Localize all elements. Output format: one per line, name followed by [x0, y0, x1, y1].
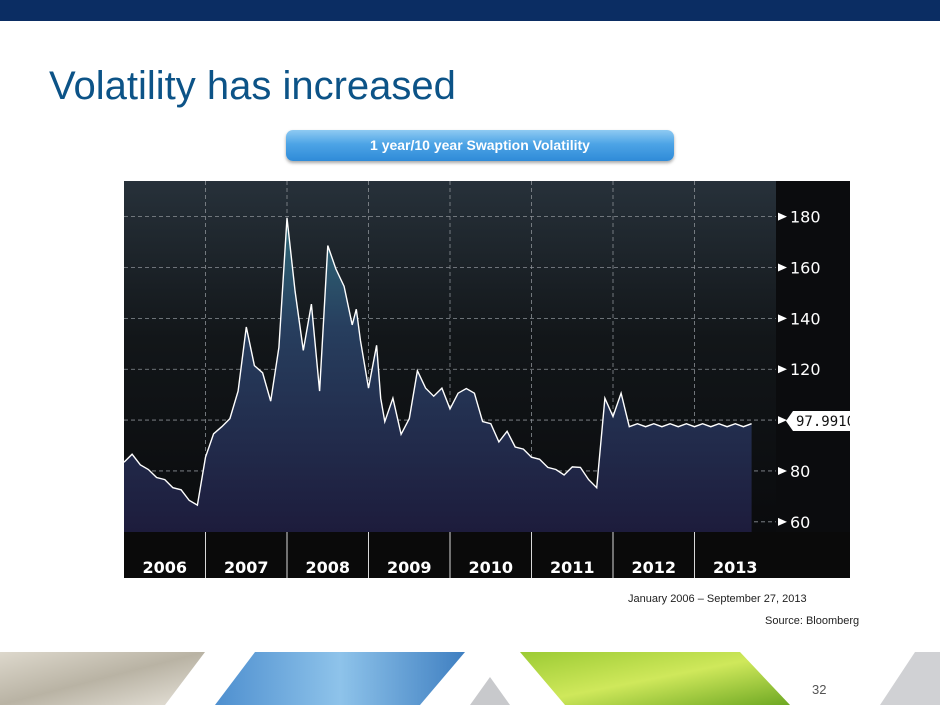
- y-tick-marker: [778, 365, 787, 374]
- y-tick-label: 140: [790, 309, 821, 328]
- gray-wedge: [880, 652, 940, 705]
- y-tick-marker: [778, 314, 787, 323]
- y-tick-label: 120: [790, 360, 821, 379]
- volatility-area: [124, 218, 752, 532]
- date-range-note: January 2006 – September 27, 2013: [628, 593, 807, 605]
- x-tick-label: 2012: [631, 558, 676, 577]
- last-value-label: 97.9910: [796, 414, 850, 430]
- y-tick-marker: [778, 416, 787, 425]
- y-tick-label: 160: [790, 258, 821, 277]
- gray-triangle: [470, 677, 510, 705]
- slide-title: Volatility has increased: [49, 64, 456, 108]
- chart-label-pill: 1 year/10 year Swaption Volatility: [286, 130, 674, 161]
- leaf-photo: [520, 652, 790, 705]
- volatility-chart: 6080100120140160180 20062007200820092010…: [124, 181, 850, 578]
- x-tick-label: 2013: [713, 558, 758, 577]
- source-note: Source: Bloomberg: [765, 615, 860, 627]
- y-tick-marker: [778, 212, 787, 221]
- y-tick-label: 180: [790, 208, 821, 227]
- sky-photo: [215, 652, 465, 705]
- x-tick-label: 2010: [468, 558, 513, 577]
- right-axis-panel: [776, 181, 850, 532]
- bottom-axis-panel: [124, 532, 850, 578]
- x-tick-label: 2008: [305, 558, 350, 577]
- x-tick-label: 2009: [387, 558, 432, 577]
- last-value-callout: 97.9910: [786, 411, 850, 431]
- volatility-line: [124, 218, 752, 507]
- y-tick-marker: [778, 466, 787, 475]
- y-tick-marker: [778, 263, 787, 272]
- footer-image-strip: [0, 652, 940, 705]
- x-tick-label: 2007: [224, 558, 269, 577]
- y-tick-label: 60: [790, 513, 810, 532]
- x-tick-label: 2006: [142, 558, 187, 577]
- rope-photo: [0, 652, 205, 705]
- page-number: 32: [812, 682, 827, 697]
- y-tick-label: 80: [790, 462, 810, 481]
- x-tick-label: 2011: [550, 558, 595, 577]
- y-tick-marker: [778, 517, 787, 526]
- top-bar: [0, 0, 940, 21]
